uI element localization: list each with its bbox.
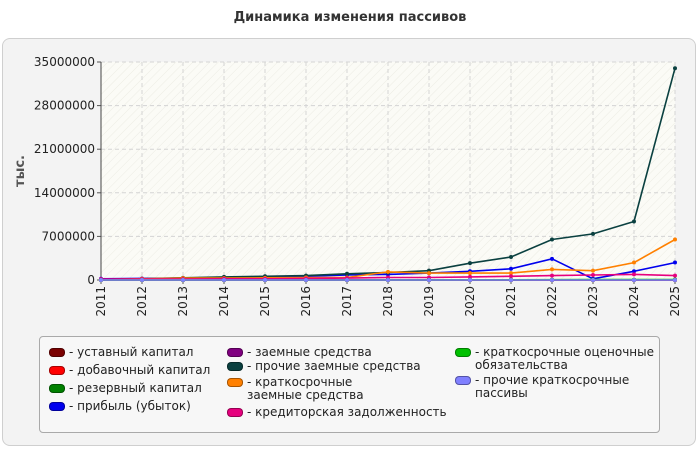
x-tick-label: 2019 (422, 286, 436, 317)
data-point (222, 278, 226, 282)
data-point (509, 254, 513, 259)
legend-swatch (49, 384, 65, 393)
legend-swatch (455, 348, 471, 357)
data-point (673, 260, 677, 265)
chart-legend: - уставный капитал - добавочный капитал … (39, 336, 660, 433)
legend-label: - кредиторская задолженность (247, 405, 447, 419)
x-tick-label: 2020 (463, 286, 477, 317)
legend-label: - краткосрочные оценочные обязательства (475, 345, 654, 372)
x-tick-label: 2011 (94, 286, 108, 317)
legend-swatch (49, 366, 65, 375)
data-point (386, 278, 390, 282)
data-point (468, 274, 472, 279)
x-tick-label: 2022 (545, 286, 559, 317)
data-point (632, 278, 636, 282)
data-point (427, 271, 431, 276)
data-point (591, 231, 595, 236)
legend-swatch (49, 348, 65, 357)
y-tick-label: 0 (87, 273, 95, 287)
data-point (591, 268, 595, 273)
legend-swatch (227, 408, 243, 417)
legend-item-prochie-kratkosrochnye[interactable]: - прочие краткосрочные пассивы (455, 374, 630, 400)
x-tick-label: 2017 (340, 286, 354, 317)
legend-label: - краткосрочные заемные средства (247, 375, 364, 402)
data-point (140, 278, 144, 282)
data-point (591, 273, 595, 278)
legend-label: - добавочный капитал (69, 363, 211, 377)
x-tick-label: 2024 (627, 286, 641, 317)
data-point (550, 267, 554, 272)
data-point (591, 278, 595, 282)
y-tick-label: 14000000 (34, 186, 95, 200)
legend-swatch (227, 378, 243, 387)
data-point (509, 274, 513, 279)
x-tick-label: 2012 (135, 286, 149, 317)
data-point (345, 278, 349, 282)
legend-swatch (227, 362, 243, 371)
data-point (632, 260, 636, 265)
data-point (550, 256, 554, 261)
legend-item-otsenochnye[interactable]: - краткосрочные оценочные обязательства (455, 346, 655, 372)
legend-label: - уставный капитал (69, 345, 194, 359)
legend-swatch (227, 348, 243, 357)
data-point (632, 272, 636, 277)
legend-label: - прочие заемные средства (247, 359, 421, 373)
legend-swatch (49, 402, 65, 411)
legend-label: - резервный капитал (69, 381, 202, 395)
legend-label: - заемные средства (247, 345, 372, 359)
data-point (304, 278, 308, 282)
data-point (509, 278, 513, 282)
data-point (427, 278, 431, 282)
data-point (673, 66, 677, 71)
x-tick-label: 2018 (381, 286, 395, 317)
data-point (509, 266, 513, 271)
y-tick-label: 7000000 (42, 229, 95, 243)
legend-item-ustavny-kapital[interactable]: - уставный капитал (49, 346, 224, 359)
data-point (99, 278, 103, 282)
legend-item-kratkosrochnye-zaemnye[interactable]: - краткосрочные заемные средства (227, 376, 402, 402)
x-tick-label: 2021 (504, 286, 518, 317)
data-point (673, 273, 677, 278)
y-tick-label: 21000000 (34, 142, 95, 156)
data-point (673, 278, 677, 282)
legend-item-prochie-zaemnye[interactable]: - прочие заемные средства (227, 360, 442, 373)
legend-label: - прибыль (убыток) (69, 399, 191, 413)
x-tick-label: 2014 (217, 286, 231, 317)
x-tick-label: 2016 (299, 286, 313, 317)
data-point (632, 269, 636, 274)
data-point (632, 219, 636, 224)
data-point (509, 271, 513, 276)
data-point (468, 261, 472, 266)
chart-title: Динамика изменения пассивов (233, 10, 467, 25)
x-tick-label: 2025 (668, 286, 682, 317)
legend-item-zaemnye-sredstva[interactable]: - заемные средства (227, 346, 442, 359)
data-point (550, 278, 554, 282)
legend-item-rezervny-kapital[interactable]: - резервный капитал (49, 382, 224, 395)
data-point (550, 237, 554, 242)
data-point (345, 271, 349, 276)
data-point (263, 278, 267, 282)
y-tick-label: 35000000 (34, 55, 95, 69)
x-tick-label: 2023 (586, 286, 600, 317)
data-point (181, 278, 185, 282)
legend-item-pribyl[interactable]: - прибыль (убыток) (49, 400, 224, 413)
legend-swatch (455, 376, 471, 385)
data-point (468, 271, 472, 276)
legend-label: - прочие краткосрочные пассивы (475, 373, 630, 400)
legend-item-dobavochny-kapital[interactable]: - добавочный капитал (49, 364, 224, 377)
data-point (550, 273, 554, 278)
y-axis-label: тыс. (13, 155, 28, 187)
legend-item-kreditorskaya[interactable]: - кредиторская задолженность (227, 406, 457, 419)
x-tick-label: 2015 (258, 286, 272, 317)
y-tick-label: 28000000 (34, 99, 95, 113)
x-tick-label: 2013 (176, 286, 190, 317)
chart-plot: 0 7000000 14000000 21000000 28000000 35000000… (13, 55, 682, 317)
data-point (386, 269, 390, 274)
data-point (673, 237, 677, 242)
data-point (468, 278, 472, 282)
